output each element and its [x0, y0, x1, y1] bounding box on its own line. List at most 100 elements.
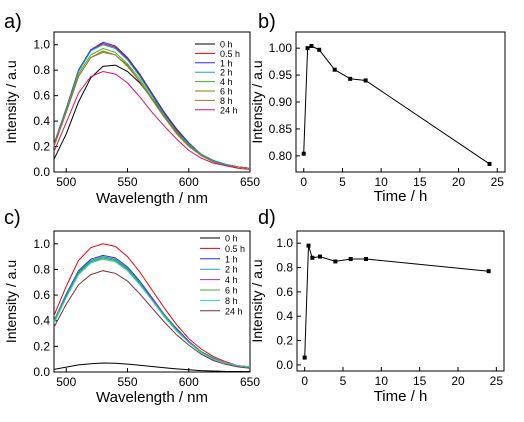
legend-label: 1 h: [220, 58, 233, 68]
x-tick-label: 0: [301, 374, 308, 388]
x-tick-label: 20: [452, 175, 466, 189]
x-axis-label: Time / h: [374, 388, 428, 405]
x-tick-label: 600: [179, 375, 199, 389]
data-point: [306, 243, 311, 248]
series-line-1: [53, 362, 251, 373]
panel-c: c) 500 550 600 650 0.0 0.2 0.4 0.6 0.8 1.0 Wavelen…: [3, 207, 260, 406]
y-tick-label: 1.0: [33, 237, 50, 251]
y-tick-label: 0.95: [269, 68, 293, 82]
y-tick-label: 0.6: [33, 89, 50, 103]
legend-label: 4 h: [220, 77, 233, 87]
series-line-4: [53, 44, 251, 169]
y-tick-label: 0.2: [33, 339, 50, 353]
y-tick-label: 0.2: [276, 334, 293, 348]
data-point: [348, 76, 353, 81]
data-point: [305, 46, 310, 51]
y-tick-label: 0.8: [33, 262, 50, 276]
legend-label: 0 h: [225, 234, 238, 244]
x-tick-label: 10: [375, 374, 389, 388]
panel-label-d: d): [258, 207, 276, 229]
y-axis-label: Intensity / a.u: [249, 60, 265, 143]
data-point: [301, 151, 306, 156]
data-point: [333, 259, 338, 264]
x-tick-label: 15: [413, 175, 427, 189]
y-tick-label: 0.2: [33, 140, 50, 154]
legend-label: 0 h: [220, 40, 233, 50]
panel-a: a) 500 550 600 650 0.0 0.2 0.4 0.6 0.8 1.0 Wavelen…: [3, 11, 260, 207]
legend-label: 2 h: [225, 265, 238, 275]
data-point: [317, 47, 322, 52]
series-line-7: [53, 51, 251, 169]
legend-label: 8 h: [225, 296, 238, 306]
series-line-6: [53, 257, 251, 368]
legend-label: 0.5 h: [225, 244, 245, 254]
x-tick-label: 25: [491, 175, 505, 189]
panel-label-c: c): [4, 207, 21, 229]
series-line-4: [53, 256, 251, 368]
y-tick-label: 0.80: [269, 149, 293, 163]
panel-d: d) 0 5 10 15 20 25 0.0 0.2 0.4 0.6 0.8 1.0 Time / h I…: [249, 207, 505, 405]
series-line-7: [53, 258, 251, 368]
y-axis-label: Intensity / a.u: [3, 60, 19, 143]
y-tick-label: 0.85: [269, 122, 293, 136]
y-tick-label: 0.4: [33, 114, 50, 128]
x-tick-label: 500: [56, 175, 76, 189]
y-tick-label: 1.0: [276, 236, 293, 250]
data-point: [302, 355, 307, 360]
y-tick-label: 0.6: [276, 285, 293, 299]
data-point: [309, 44, 314, 48]
y-tick-label: 0.6: [33, 288, 50, 302]
x-tick-label: 0: [300, 175, 307, 189]
y-axis-label: Intensity / a.u: [249, 259, 265, 342]
x-tick-label: 20: [451, 374, 465, 388]
data-point: [364, 257, 368, 261]
x-axis-label: Wavelength / nm: [96, 190, 208, 207]
series-line-1: [303, 45, 490, 165]
y-tick-label: 1.0: [33, 38, 50, 52]
data-point: [310, 255, 315, 260]
y-tick-label: 0.0: [33, 365, 50, 379]
series-line-5: [53, 257, 251, 368]
data-point: [318, 254, 322, 259]
x-tick-label: 600: [179, 175, 199, 189]
y-tick-label: 1.00: [269, 41, 293, 55]
legend-label: 24 h: [225, 306, 243, 316]
series-line-1: [304, 245, 489, 358]
y-tick-label: 0.4: [276, 309, 293, 323]
panel-b: b) 0 5 10 15 20 25 0.80 0.85 0.90 0.95 1.00 Time / …: [249, 11, 506, 205]
x-tick-label: 5: [339, 175, 346, 189]
y-tick-label: 0.8: [33, 63, 50, 77]
plot-frame: [53, 31, 251, 173]
series-line-2: [53, 243, 251, 368]
data-point: [363, 78, 368, 83]
x-tick-label: 650: [240, 375, 260, 389]
x-tick-label: 550: [117, 375, 137, 389]
y-tick-label: 0.0: [276, 358, 293, 372]
x-tick-label: 500: [56, 375, 76, 389]
legend-label: 0.5 h: [220, 49, 240, 59]
legend-label: 4 h: [225, 275, 238, 285]
plot-frame: [296, 230, 505, 372]
series-line-8: [53, 270, 251, 369]
y-tick-label: 0.0: [33, 165, 50, 179]
legend-label: 1 h: [225, 254, 238, 264]
data-point: [486, 269, 491, 274]
x-tick-label: 10: [374, 175, 388, 189]
x-axis-label: Wavelength / nm: [96, 389, 208, 406]
data-point: [332, 67, 337, 72]
x-tick-label: 5: [340, 374, 347, 388]
legend-label: 2 h: [220, 68, 233, 78]
panel-label-a: a): [4, 11, 22, 33]
legend-label: 24 h: [220, 105, 238, 115]
panel-label-b: b): [258, 11, 276, 33]
data-point: [348, 257, 353, 261]
series-line-8: [53, 70, 251, 170]
x-axis-label: Time / h: [374, 188, 428, 205]
x-tick-label: 15: [413, 374, 427, 388]
series-line-3: [53, 254, 251, 368]
legend-label: 6 h: [225, 286, 238, 296]
data-point: [487, 161, 492, 166]
y-tick-label: 0.8: [276, 261, 293, 275]
plot-frame: [53, 230, 251, 373]
